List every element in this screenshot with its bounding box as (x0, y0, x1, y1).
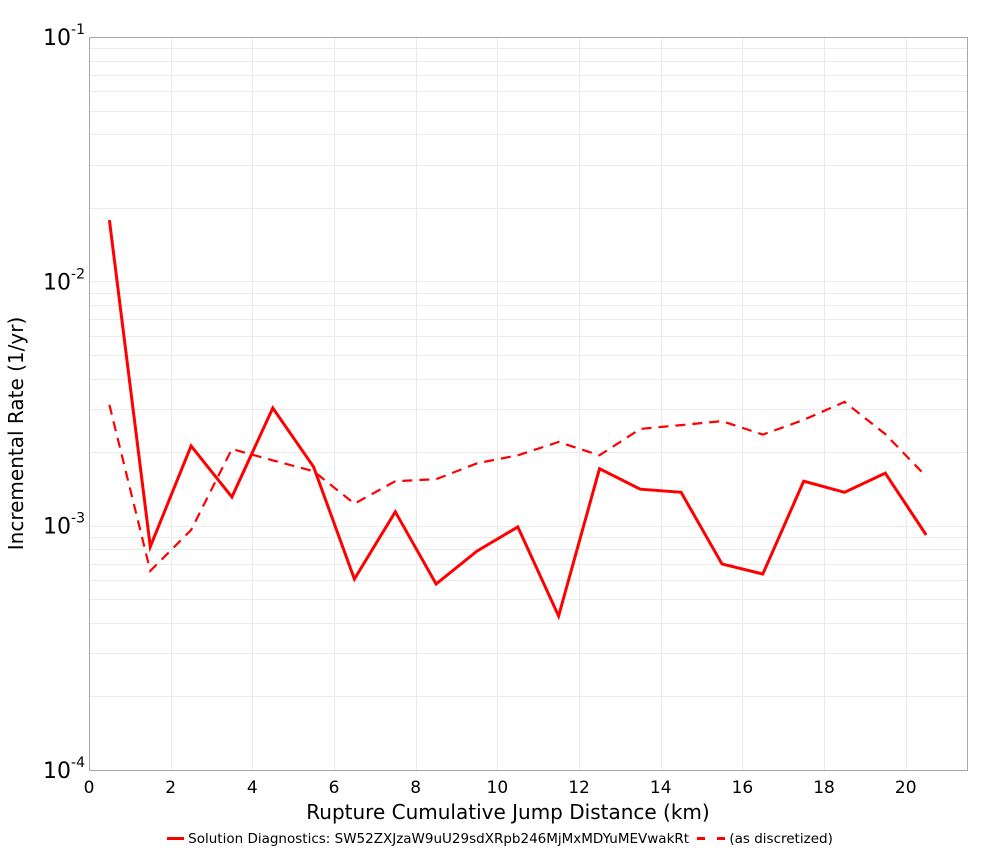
y-tick-label: 10-4 (43, 755, 85, 784)
legend-label: (as discretized) (729, 830, 833, 847)
legend-item-discretized: (as discretized) (697, 830, 833, 847)
x-tick-label: 12 (568, 778, 590, 798)
legend-item-solution: Solution Diagnostics: SW52ZXJzaW9uU29sdX… (167, 831, 689, 847)
x-tick-label: 18 (813, 778, 835, 798)
x-tick-label: 14 (650, 778, 672, 798)
legend: Solution Diagnostics: SW52ZXJzaW9uU29sdX… (0, 828, 1000, 847)
plot-area-frame (89, 37, 968, 771)
x-tick-label: 8 (410, 778, 421, 798)
x-axis-title: Rupture Cumulative Jump Distance (km) (306, 800, 709, 824)
x-axis-ticks: 0 2 4 6 8 10 12 14 16 18 20 (84, 778, 917, 798)
x-tick-label: 20 (895, 778, 917, 798)
dashed-line-swatch-icon (697, 837, 726, 840)
y-tick-label: 10-2 (43, 266, 85, 295)
grid-lines (89, 37, 967, 770)
x-tick-label: 16 (732, 778, 754, 798)
legend-label: Solution Diagnostics: SW52ZXJzaW9uU29sdX… (188, 830, 690, 847)
x-tick-label: 2 (165, 778, 176, 798)
solid-line-swatch-icon (167, 837, 185, 840)
y-axis-title: Incremental Rate (1/yr) (4, 317, 28, 550)
series-line-discretized (108, 400, 927, 574)
y-axis-ticks: 10-1 10-2 10-3 10-4 (43, 22, 85, 784)
x-tick-label: 4 (247, 778, 258, 798)
series-line-solution (107, 219, 928, 621)
x-tick-label: 6 (329, 778, 340, 798)
series-layer (107, 219, 928, 621)
y-tick-label: 10-3 (43, 511, 85, 540)
x-tick-label: 10 (487, 778, 509, 798)
x-tick-label: 0 (84, 778, 95, 798)
y-tick-label: 10-1 (43, 22, 85, 51)
